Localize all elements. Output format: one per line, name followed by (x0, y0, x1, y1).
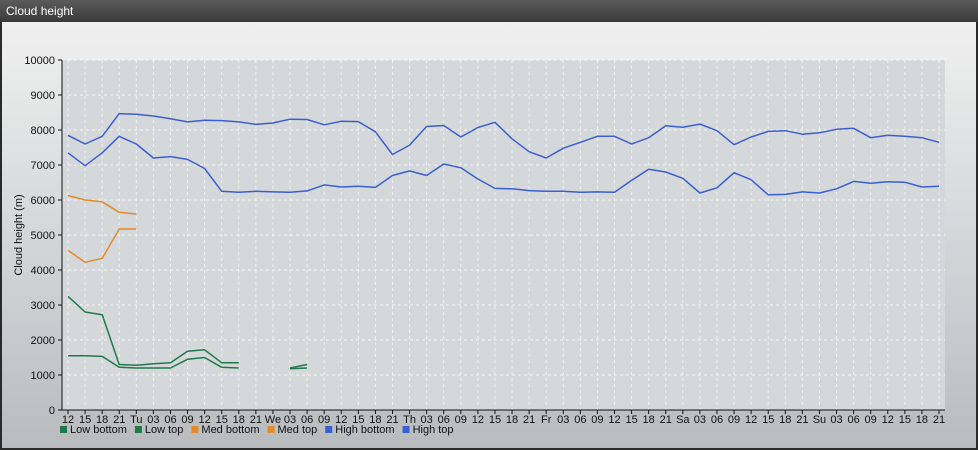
legend-entry: Low top (145, 424, 184, 436)
x-tick-label: Su (813, 414, 826, 426)
x-tick-label: 21 (660, 414, 672, 426)
x-tick-label: 03 (284, 414, 296, 426)
x-tick-label: 09 (728, 414, 740, 426)
legend-swatch (191, 426, 199, 433)
x-tick-label: 06 (301, 414, 313, 426)
x-tick-label: 18 (369, 414, 381, 426)
legend-swatch (402, 426, 410, 433)
x-tick-label: Th (403, 414, 416, 426)
x-tick-label: 21 (933, 414, 945, 426)
y-tick-label: 2000 (31, 335, 55, 347)
series-line-low-top (67, 295, 308, 369)
x-tick-label: Tu (130, 414, 142, 426)
series-line-high-bottom (67, 135, 940, 196)
y-tick-label: 1000 (31, 370, 55, 382)
x-tick-label: 21 (250, 414, 262, 426)
x-tick-label: 03 (694, 414, 706, 426)
y-tick-label: 3000 (31, 300, 55, 312)
y-tick-label: 5000 (31, 230, 55, 242)
x-tick-label: 15 (762, 414, 774, 426)
x-tick-label: 12 (472, 414, 484, 426)
legend-swatch (325, 426, 333, 433)
legend-entry: Med bottom (201, 424, 259, 436)
x-tick-label: 09 (181, 414, 193, 426)
x-tick-label: 03 (421, 414, 433, 426)
y-tick-label: 10000 (24, 55, 55, 67)
y-tick-label: 8000 (31, 125, 55, 137)
y-tick-label: 9000 (31, 90, 55, 102)
x-tick-label: 12 (608, 414, 620, 426)
x-tick-label: 18 (506, 414, 518, 426)
x-tick-label: Sa (676, 414, 690, 426)
x-tick-label: 18 (643, 414, 655, 426)
x-tick-label: 06 (438, 414, 450, 426)
legend-entry: Low bottom (70, 424, 127, 436)
x-tick-label: 09 (865, 414, 877, 426)
x-tick-label: 03 (557, 414, 569, 426)
x-tick-label: Fr (541, 414, 552, 426)
y-tick-label: 7000 (31, 160, 55, 172)
x-tick-label: We (265, 414, 281, 426)
y-axis-label: Cloud height (m) (13, 194, 25, 275)
x-tick-label: 03 (830, 414, 842, 426)
x-tick-label: 12 (882, 414, 894, 426)
x-tick-label: 15 (489, 414, 501, 426)
x-tick-label: 15 (899, 414, 911, 426)
legend-entry: High top (413, 424, 454, 436)
x-tick-label: 15 (625, 414, 637, 426)
x-tick-label: 06 (574, 414, 586, 426)
y-tick-label: 6000 (31, 195, 55, 207)
x-tick-label: 18 (233, 414, 245, 426)
series-line-low-bottom (68, 355, 308, 370)
series-line-med-bottom (67, 228, 137, 264)
x-tick-label: 21 (796, 414, 808, 426)
x-tick-label: 06 (847, 414, 859, 426)
x-tick-label: 09 (455, 414, 467, 426)
series-line-high-top (67, 112, 940, 159)
legend-swatch (267, 426, 275, 433)
x-tick-label: 06 (164, 414, 176, 426)
x-tick-label: 15 (79, 414, 91, 426)
x-tick-label: 21 (113, 414, 125, 426)
x-tick-label: 12 (62, 414, 74, 426)
x-tick-label: 12 (745, 414, 757, 426)
y-tick-label: 0 (49, 405, 55, 417)
window-title: Cloud height (0, 0, 978, 22)
x-tick-label: 09 (318, 414, 330, 426)
legend-swatch (60, 426, 67, 433)
x-tick-label: 12 (199, 414, 211, 426)
x-tick-label: 12 (335, 414, 347, 426)
x-tick-label: 18 (916, 414, 928, 426)
x-tick-label: 15 (352, 414, 364, 426)
x-tick-label: 15 (216, 414, 228, 426)
y-tick-label: 4000 (31, 265, 55, 277)
series-line-med-top (67, 194, 137, 215)
x-tick-label: 09 (591, 414, 603, 426)
x-tick-label: 18 (779, 414, 791, 426)
legend-swatch (134, 426, 142, 433)
plot-area (62, 60, 945, 410)
legend-entry: High bottom (335, 424, 394, 436)
x-tick-label: 03 (147, 414, 159, 426)
x-tick-label: 21 (523, 414, 535, 426)
x-tick-label: 18 (96, 414, 108, 426)
x-tick-label: 21 (386, 414, 398, 426)
x-tick-label: 06 (711, 414, 723, 426)
legend-entry: Med top (278, 424, 318, 436)
